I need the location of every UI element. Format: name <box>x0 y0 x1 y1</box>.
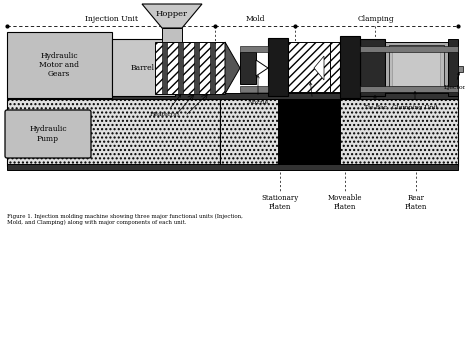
Bar <box>330 42 342 92</box>
Bar <box>178 42 183 94</box>
Bar <box>7 99 220 166</box>
Text: Hopper: Hopper <box>156 10 188 18</box>
Bar <box>220 99 458 166</box>
Text: Injection Unit: Injection Unit <box>85 15 138 23</box>
Polygon shape <box>314 56 324 80</box>
Bar <box>194 42 199 94</box>
Bar <box>448 39 458 96</box>
Text: Ejector: Ejector <box>444 73 465 90</box>
Text: Rear
Platen: Rear Platen <box>405 194 427 211</box>
Polygon shape <box>225 42 240 94</box>
Text: Figure 1. Injection molding machine showing three major functional units (Inject: Figure 1. Injection molding machine show… <box>7 214 243 225</box>
Bar <box>162 28 182 42</box>
Bar <box>7 93 458 99</box>
Text: Heater(s): Heater(s) <box>150 95 181 117</box>
Bar <box>360 86 458 92</box>
Bar <box>268 38 288 96</box>
Bar <box>112 39 175 96</box>
Polygon shape <box>256 60 268 76</box>
Bar <box>392 50 440 86</box>
Text: Clamping: Clamping <box>358 15 394 23</box>
Text: Mold: Mold <box>245 15 265 23</box>
Bar <box>340 36 360 98</box>
Text: Sprue: Sprue <box>304 83 322 107</box>
Bar <box>360 46 458 52</box>
Polygon shape <box>142 4 202 28</box>
Bar <box>458 66 463 72</box>
Text: Clamping Unit: Clamping Unit <box>392 92 438 110</box>
Text: Moveable
Platen: Moveable Platen <box>328 194 362 211</box>
FancyBboxPatch shape <box>5 110 91 158</box>
Bar <box>210 42 215 94</box>
Bar <box>240 52 256 84</box>
Bar <box>278 99 340 166</box>
Text: Hydraulic
Pump: Hydraulic Pump <box>29 126 67 143</box>
Bar <box>360 39 385 96</box>
Bar <box>162 42 167 94</box>
Bar <box>288 42 330 92</box>
Bar <box>240 46 268 52</box>
Bar <box>155 42 225 94</box>
Text: Stationary
Platen: Stationary Platen <box>261 194 299 211</box>
Bar <box>7 32 112 98</box>
Bar <box>7 164 458 170</box>
Bar <box>240 86 268 92</box>
Bar <box>389 45 444 89</box>
Text: Nozzle: Nozzle <box>247 76 269 105</box>
Text: Hydraulic
Motor and
Gears: Hydraulic Motor and Gears <box>39 52 79 78</box>
Text: Tie Bar: Tie Bar <box>364 96 386 110</box>
Text: Barrel: Barrel <box>131 64 155 72</box>
Bar <box>385 42 448 92</box>
